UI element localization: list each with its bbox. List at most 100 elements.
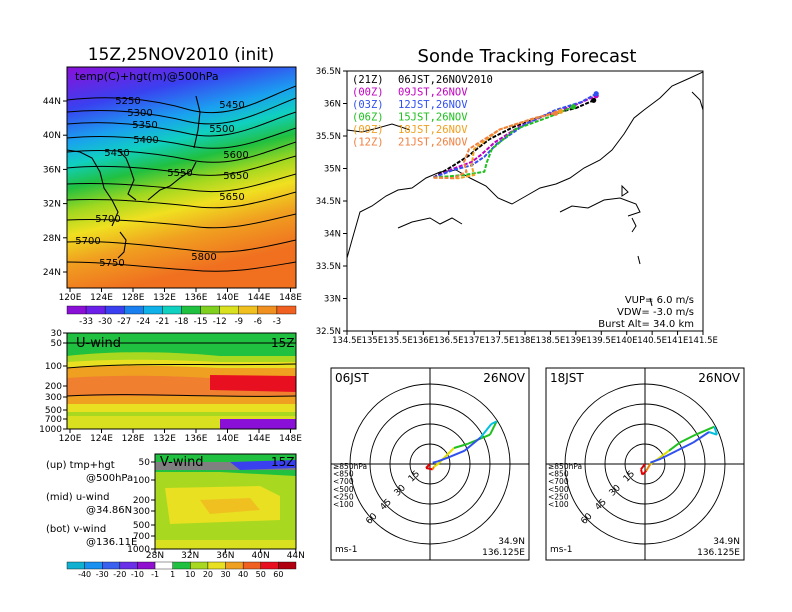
map-coastlines <box>67 95 201 259</box>
vwind-label: V-wind <box>160 455 204 470</box>
hodograph-trace <box>479 423 493 438</box>
hodograph-18jst: 18JST 26NOV15304560≥850hPa<850<700<500<25… <box>545 367 745 561</box>
hodograph-trace <box>489 420 498 436</box>
track-lat-label: 32.5N <box>316 327 341 337</box>
colorbar-label: -21 <box>155 317 169 327</box>
param-vup: VUP= 6.0 m/s <box>625 295 694 306</box>
vwind-time: 15Z <box>271 455 295 469</box>
hodograph-trace <box>660 449 678 460</box>
sonde-track-line <box>433 110 561 180</box>
uwind-time: 15Z <box>271 336 295 350</box>
contour-label: 5450 <box>104 148 129 159</box>
hodograph-unit: ms-1 <box>335 545 357 555</box>
hodograph-trace <box>448 449 466 459</box>
track-lon-label: 137E <box>463 336 485 346</box>
wind-colorbar-label: 30 <box>220 570 230 579</box>
note-bot-a: (bot) v-wind <box>46 524 106 535</box>
track-lon-label: 140E <box>616 336 638 346</box>
hodograph-lon: 136.125E <box>482 548 525 558</box>
wind-colorbar-swatch <box>225 561 244 570</box>
contour-label: 5650 <box>219 192 244 203</box>
hodograph-lat: 34.9N <box>713 537 740 547</box>
wind-colorbar-label: 1 <box>170 570 175 579</box>
map-lon-label: 124E <box>90 293 113 303</box>
track-lon-label: 139.5E <box>586 336 616 346</box>
vwind-x-label: 28N <box>146 551 164 561</box>
uwind-y-label: 700 <box>45 415 62 425</box>
colorbar-swatch <box>238 305 259 315</box>
level-legend: <250 <box>333 492 354 501</box>
note-mid-a: (mid) u-wind <box>46 492 109 503</box>
hodograph-trace <box>708 431 718 436</box>
legend-code: (21Z) <box>352 74 384 86</box>
track-coastlines <box>347 71 703 307</box>
level-legend: <500 <box>333 485 354 494</box>
wind-colorbar-label: -40 <box>78 570 91 579</box>
colorbar-label: -33 <box>79 317 93 327</box>
hodograph-trace <box>433 463 439 468</box>
track-lat-label: 34N <box>324 230 341 240</box>
track-legend: (21Z) 06JST,26NOV2010 (00Z) 09JST,26NOV (03Z… <box>352 74 493 149</box>
uwind-frame <box>66 332 297 430</box>
contour-label: 5750 <box>99 258 124 269</box>
wind-colorbar-swatch <box>172 561 191 570</box>
map-field-label: temp(C)+hgt(m)@500hPa <box>75 70 219 83</box>
colorbar-label: -30 <box>98 317 112 327</box>
track-lon-label: 136E <box>412 336 434 346</box>
wind-colorbar-label: 10 <box>185 570 195 579</box>
vwind-y-label: 500 <box>133 521 150 531</box>
legend-time: 09JST,26NOV <box>398 87 468 99</box>
hodograph-trace <box>668 441 681 452</box>
track-lon-label: 141.5E <box>688 336 718 346</box>
hodograph-trace <box>437 456 450 463</box>
contour-label: 5300 <box>127 108 152 119</box>
contour-label: 5800 <box>191 252 216 263</box>
wind-colorbar-label: 40 <box>238 570 248 579</box>
track-lat-label: 36.5N <box>316 67 341 77</box>
track-lon-label: 135.5E <box>383 336 413 346</box>
hodograph-time: 06JST <box>335 371 369 385</box>
hodograph-trace <box>676 441 694 452</box>
map-lon-label: 132E <box>153 293 176 303</box>
contour-label: 5450 <box>219 100 244 111</box>
hodograph-trace <box>640 463 646 470</box>
contour-label: 5550 <box>167 168 192 179</box>
map-lon-label: 140E <box>216 293 239 303</box>
legend-code: (09Z) <box>352 124 384 136</box>
track-lon-label: 137.5E <box>485 336 515 346</box>
sonde-track-end <box>570 104 576 110</box>
vwind-bands <box>155 460 296 549</box>
note-up-a: (up) tmp+hgt <box>46 460 115 471</box>
uwind-x-label: 120E <box>59 434 82 444</box>
track-lon-label: 135E <box>362 336 384 346</box>
hodograph-06jst: 06JST 26NOV15304560≥850hPa<850<700<500<25… <box>330 367 530 561</box>
wind-colorbar-label: 20 <box>203 570 213 579</box>
colorbar-swatch <box>257 305 278 315</box>
sonde-track-line <box>433 92 597 179</box>
hodograph-time: 18JST <box>550 371 584 385</box>
temperature-colorbar: -33 -30 -27 -24 -21 -18 -15 -12 -9 -6 -3 <box>66 305 297 327</box>
sonde-track-line <box>433 105 574 179</box>
uwind-y-label: 200 <box>45 382 62 392</box>
contour-label: 5400 <box>133 135 158 146</box>
colorbar-label: -18 <box>175 317 189 327</box>
map-lon-label: 120E <box>59 293 82 303</box>
right-title: Sonde Tracking Forecast <box>418 46 637 67</box>
colorbar-swatch <box>200 305 220 315</box>
map-lon-label: 128E <box>122 293 145 303</box>
hodograph-trace <box>453 443 468 449</box>
sonde-track-line <box>433 94 597 179</box>
colorbar-label: -12 <box>213 317 227 327</box>
legend-time: 15JST,26NOV <box>398 112 468 124</box>
vwind-y-label: 200 <box>133 496 150 506</box>
map-lat-label: 32N <box>43 200 61 210</box>
legend-code: (00Z) <box>352 87 384 99</box>
legend-time: 18JST,26NOV <box>398 124 468 136</box>
wind-colorbar-label: 60 <box>273 570 283 579</box>
contour-label: 5700 <box>75 236 100 247</box>
map-lon-label: 144E <box>248 293 271 303</box>
